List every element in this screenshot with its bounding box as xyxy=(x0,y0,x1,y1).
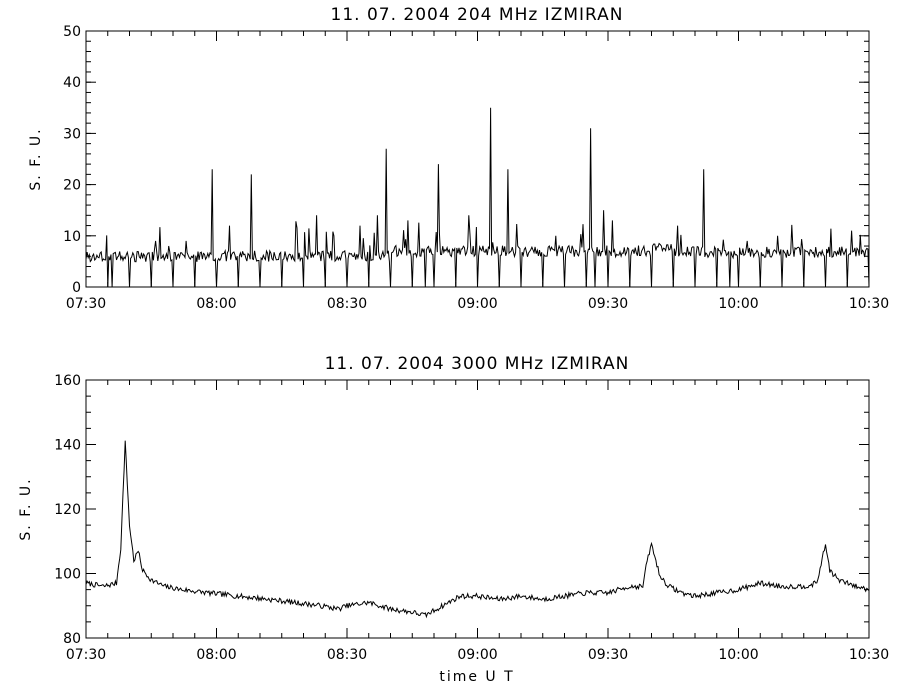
y-tick-label: 40 xyxy=(63,75,81,91)
x-tick-label: 09:30 xyxy=(588,296,628,312)
y-tick-label: 80 xyxy=(63,631,81,647)
y-axis-label: S. F. U. xyxy=(18,477,34,540)
x-tick-label: 07:30 xyxy=(66,296,106,312)
tick-labels: 80 100 120 140 160 07:30 08:00 08:30 09:00 09:30 1… xyxy=(54,373,889,663)
x-tick-label: 09:00 xyxy=(457,296,497,312)
chart-204mhz: 11. 07. 2004 204 MHz IZMIRAN S. F. U. 0 1… xyxy=(28,5,889,312)
chart-title: 11. 07. 2004 204 MHz IZMIRAN xyxy=(331,5,624,25)
x-tick-label: 09:00 xyxy=(457,647,497,663)
x-tick-label: 10:00 xyxy=(718,296,758,312)
x-tick-label: 09:30 xyxy=(588,647,628,663)
y-tick-label: 100 xyxy=(54,567,81,583)
series-line xyxy=(85,440,870,619)
y-tick-label: 120 xyxy=(54,502,81,518)
y-tick-label: 50 xyxy=(63,24,81,40)
chart-title: 11. 07. 2004 3000 MHz IZMIRAN xyxy=(325,354,630,374)
x-tick-label: 08:00 xyxy=(196,647,236,663)
x-tick-label: 08:30 xyxy=(327,296,367,312)
x-tick-label: 10:30 xyxy=(849,647,889,663)
x-tick-label: 10:30 xyxy=(849,296,889,312)
y-tick-label: 30 xyxy=(63,126,81,142)
y-tick-label: 20 xyxy=(63,178,81,194)
y-axis-label: S. F. U. xyxy=(28,127,44,190)
tick-labels: 0 10 20 30 40 50 07:30 08:00 08:30 09:00 09:30 10:0… xyxy=(63,24,889,312)
y-tick-label: 160 xyxy=(54,373,81,389)
x-tick-label: 08:00 xyxy=(196,296,236,312)
x-tick-label: 08:30 xyxy=(327,647,367,663)
series-line xyxy=(85,107,870,288)
y-tick-label: 10 xyxy=(63,229,81,245)
plot-frame xyxy=(85,30,870,288)
x-axis-label: time U T xyxy=(439,669,514,685)
axis-ticks xyxy=(85,30,870,288)
x-tick-label: 10:00 xyxy=(718,647,758,663)
x-tick-label: 07:30 xyxy=(66,647,106,663)
y-tick-label: 140 xyxy=(54,438,81,454)
chart-3000mhz: 11. 07. 2004 3000 MHz IZMIRAN S. F. U. t… xyxy=(18,354,889,685)
y-tick-label: 0 xyxy=(72,280,81,296)
plot-frame xyxy=(85,379,870,639)
axis-ticks xyxy=(85,379,870,639)
